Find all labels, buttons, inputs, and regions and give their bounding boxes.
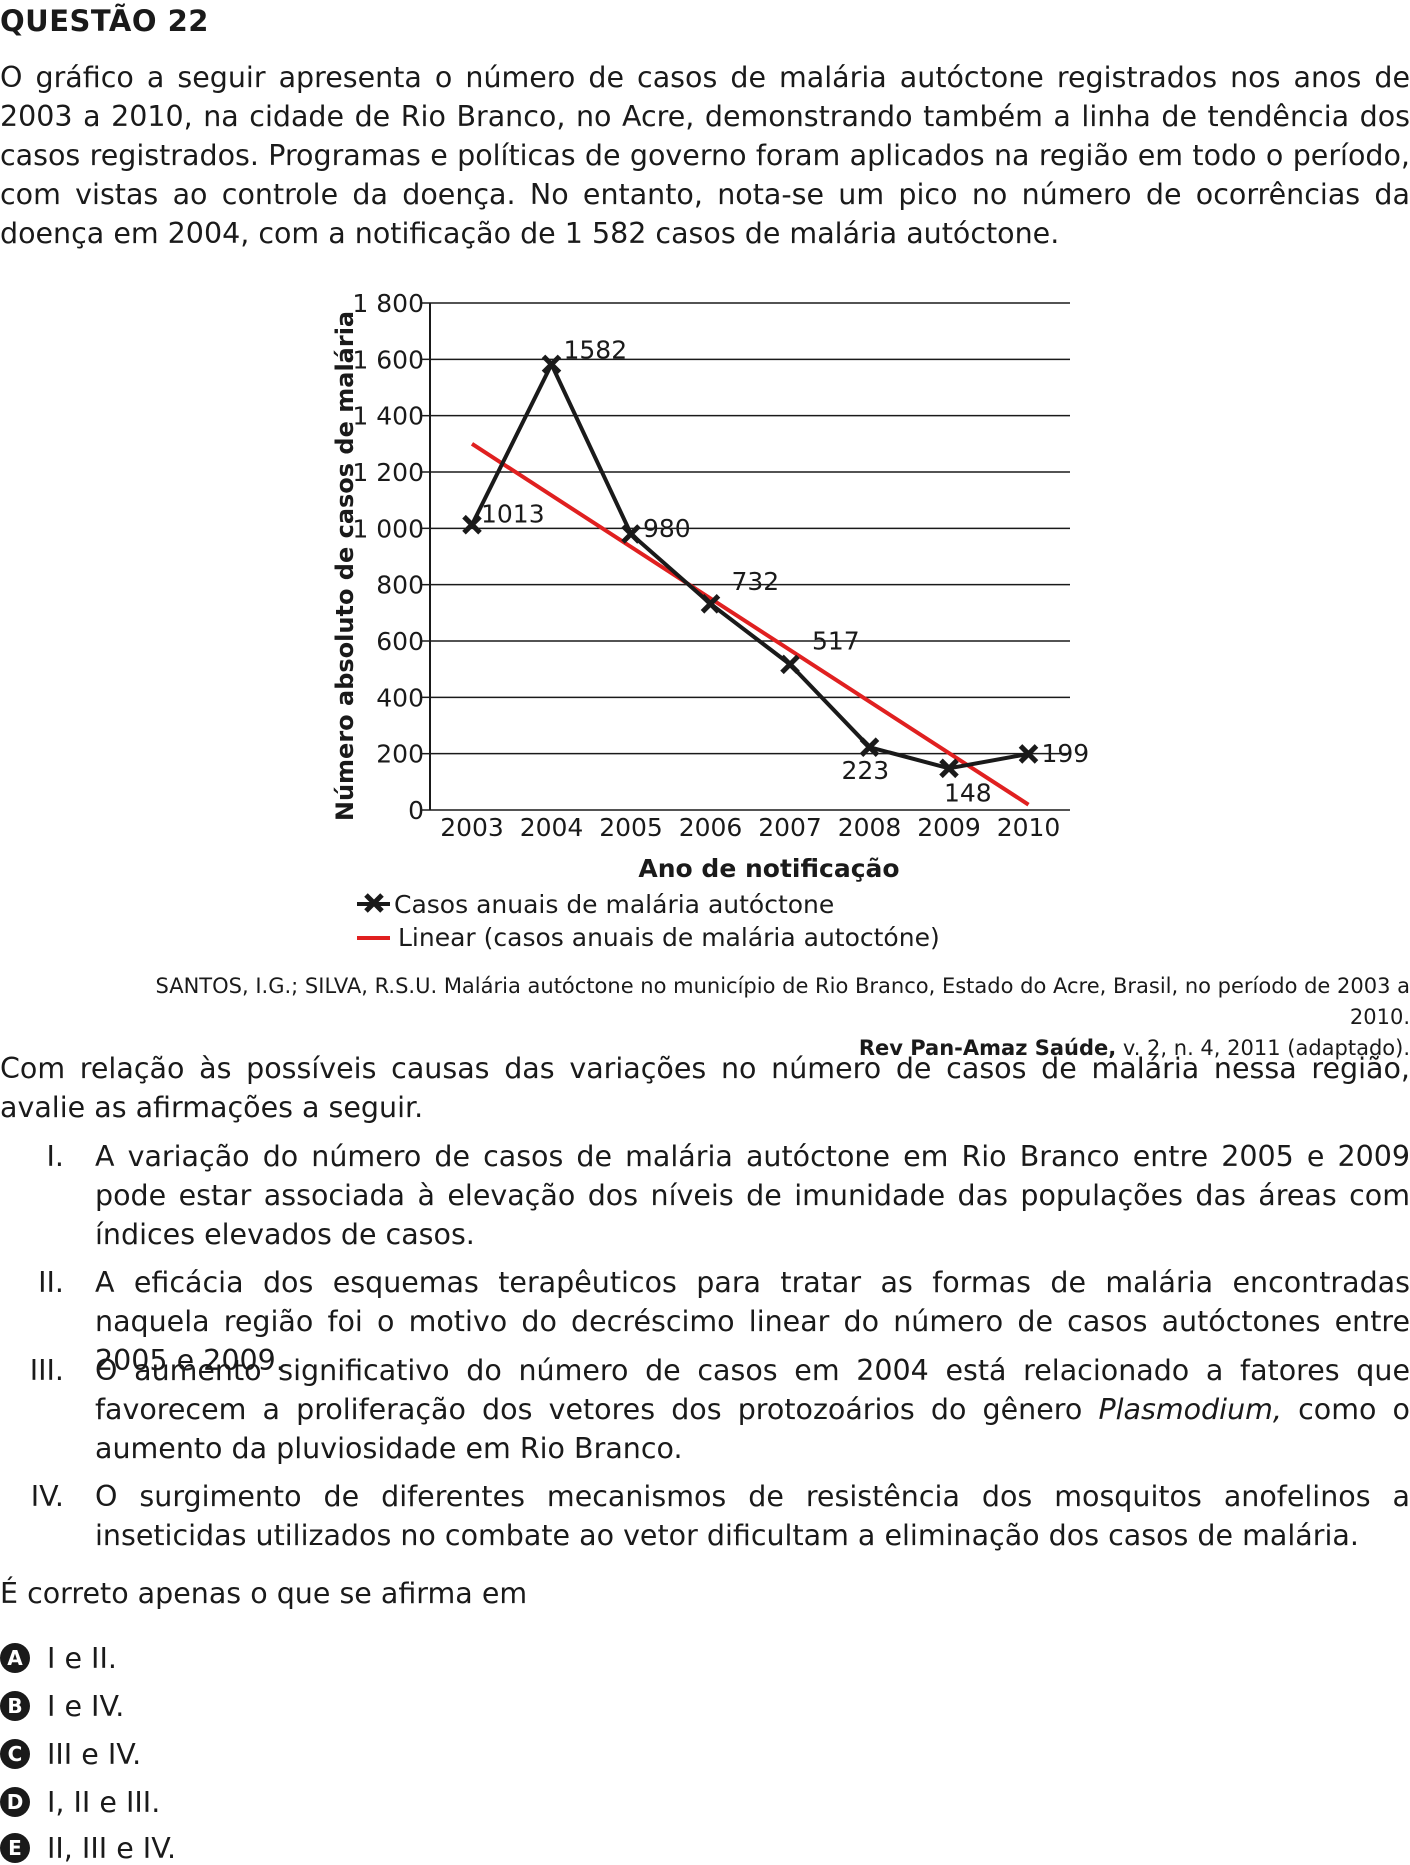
cases-line-series <box>462 354 1039 779</box>
option-c[interactable]: C III e IV. <box>0 1737 141 1771</box>
option-e-text: II, III e IV. <box>47 1831 177 1865</box>
option-e[interactable]: E II, III e IV. <box>0 1831 176 1865</box>
option-a[interactable]: A I e II. <box>0 1641 117 1675</box>
source-line-2: Rev Pan-Amaz Saúde, v. 2, n. 4, 2011 (ad… <box>110 1033 1410 1064</box>
malaria-line-chart: 1013 1582 980 732 517 223 148 199 0 200 400 600 800… <box>331 289 1089 952</box>
y-tick-label: 600 <box>376 627 424 656</box>
legend-trend-label: Linear (casos anuais de malária autoctón… <box>398 923 940 952</box>
data-label-2008: 223 <box>842 756 890 785</box>
point-x-stroke <box>780 654 800 675</box>
source-journal: Rev Pan-Amaz Saúde, <box>858 1036 1117 1060</box>
option-c-badge: C <box>0 1739 30 1769</box>
chart-legend: Casos anuais de malária autóctone Linear… <box>357 890 940 952</box>
x-tick-label: 2008 <box>838 813 902 842</box>
option-d[interactable]: D I, II e III. <box>0 1785 160 1819</box>
chart-gridlines <box>430 302 1070 755</box>
statement-1-text: A variação do número de casos de malária… <box>95 1140 1410 1251</box>
option-d-badge: D <box>0 1787 30 1817</box>
y-tick-label: 200 <box>376 740 424 769</box>
trend-line <box>470 442 1030 807</box>
legend-cases-marker <box>364 893 384 913</box>
cases-point-2003 <box>462 514 482 535</box>
data-label-2004: 1582 <box>564 335 628 364</box>
question-title: QUESTÃO 22 <box>0 4 209 38</box>
statement-2-text: A eficácia dos esquemas terapêuticos par… <box>95 1266 1410 1377</box>
x-tick-label: 2004 <box>520 813 584 842</box>
data-label-2003: 1013 <box>481 500 545 529</box>
cases-point-2004 <box>541 354 562 375</box>
cases-point-2007 <box>780 654 800 675</box>
cases-line <box>470 362 1029 771</box>
cases-point-2009 <box>939 758 959 779</box>
statement-3-text: O aumento significativo do número de cas… <box>95 1354 1410 1465</box>
data-labels: 1013 1582 980 732 517 223 148 199 <box>481 335 1089 807</box>
y-axis-label: Número absoluto de casos de malária <box>331 311 359 821</box>
trend-line-series <box>470 442 1030 807</box>
question-text: Com relação às possíveis causas das vari… <box>0 1052 1410 1124</box>
cases-point-2010 <box>1018 744 1039 764</box>
option-b-text: I e IV. <box>47 1689 125 1723</box>
chart-axes <box>422 302 1070 811</box>
point-x-stroke <box>541 354 562 375</box>
statement-1-number: I. <box>46 1140 64 1173</box>
point-x-stroke <box>939 758 959 779</box>
source-details: v. 2, n. 4, 2011 (adaptado). <box>1116 1036 1410 1060</box>
x-tick-label: 2010 <box>997 813 1061 842</box>
x-tick-label: 2007 <box>758 813 822 842</box>
cases-point-2005 <box>621 524 641 544</box>
data-label-2009: 148 <box>944 778 992 807</box>
statement-3-number: III. <box>29 1354 64 1387</box>
option-a-badge: A <box>0 1643 30 1673</box>
data-label-2005: 980 <box>643 514 691 543</box>
y-tick-label: 1 400 <box>352 402 424 431</box>
option-b[interactable]: B I e IV. <box>0 1689 124 1723</box>
x-tick-label: 2003 <box>440 813 504 842</box>
point-x-stroke <box>700 594 721 614</box>
point-x-stroke <box>1018 744 1039 764</box>
data-label-2006: 732 <box>732 567 780 596</box>
statement-2-number: II. <box>38 1266 64 1299</box>
y-tick-label: 1 000 <box>352 514 424 543</box>
legend-cases-label: Casos anuais de malária autóctone <box>394 890 834 919</box>
tick-labels: 0 200 400 600 800 1 000 1 200 1 400 1 600 1 800 20… <box>352 289 1060 842</box>
intro-paragraph: O gráfico a seguir apresenta o número de… <box>0 61 1410 250</box>
x-tick-label: 2006 <box>679 813 743 842</box>
y-tick-label: 1 800 <box>352 289 424 318</box>
genus-name: Plasmodium, <box>1098 1393 1282 1426</box>
statement-4-text: O surgimento de diferentes mecanismos de… <box>95 1480 1410 1552</box>
source-citation: SANTOS, I.G.; SILVA, R.S.U. Malária autó… <box>110 971 1410 1064</box>
x-tick-label: 2005 <box>599 813 663 842</box>
x-tick-label: 2009 <box>917 813 981 842</box>
statement-4-number: IV. <box>30 1480 64 1513</box>
cases-point-2008 <box>859 737 880 757</box>
option-b-badge: B <box>0 1691 30 1721</box>
data-label-2010: 199 <box>1042 739 1090 768</box>
option-a-text: I e II. <box>47 1641 117 1675</box>
y-tick-label: 0 <box>408 796 424 825</box>
y-tick-label: 1 600 <box>352 345 424 374</box>
x-axis-label: Ano de notificação <box>638 854 899 883</box>
point-x-stroke <box>462 514 482 535</box>
option-c-text: III e IV. <box>47 1737 142 1771</box>
option-e-badge: E <box>0 1833 30 1863</box>
data-label-2007: 517 <box>812 626 860 655</box>
y-tick-label: 1 200 <box>352 458 424 487</box>
y-tick-label: 800 <box>376 571 424 600</box>
source-line-1: SANTOS, I.G.; SILVA, R.S.U. Malária autó… <box>155 974 1410 1029</box>
point-x-stroke <box>621 524 641 544</box>
option-d-text: I, II e III. <box>47 1785 161 1819</box>
cases-point-2006 <box>700 594 721 614</box>
answer-prompt: É correto apenas o que se afirma em <box>0 1577 528 1610</box>
y-tick-label: 400 <box>376 683 424 712</box>
point-x-stroke <box>859 737 880 757</box>
